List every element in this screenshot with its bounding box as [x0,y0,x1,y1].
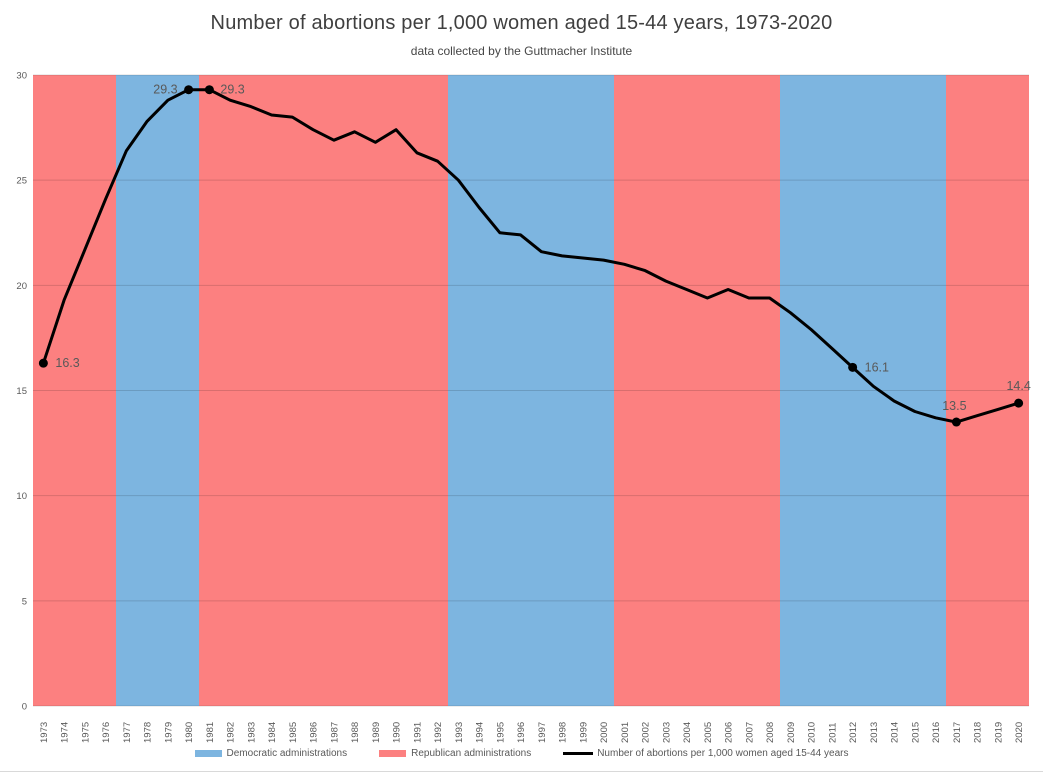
x-tick-label-2014: 2014 [890,722,901,743]
legend-item-2: Number of abortions per 1,000 women aged… [563,748,848,759]
x-tick-label-2001: 2001 [620,722,631,743]
band-republican-1981 [199,75,448,706]
legend-label-1: Republican administrations [411,748,532,759]
band-democratic-1977 [116,75,199,706]
y-tick-label-5: 5 [22,596,27,607]
x-tick-label-2017: 2017 [952,722,963,743]
data-label-2020: 14.4 [1006,379,1030,393]
chart-title: Number of abortions per 1,000 women aged… [210,12,833,34]
x-tick-label-1980: 1980 [184,722,195,743]
x-tick-label-2004: 2004 [682,722,693,743]
data-label-1973: 16.3 [55,356,79,370]
x-tick-label-2020: 2020 [1014,722,1025,743]
x-tick-label-1994: 1994 [475,722,486,743]
x-tick-label-2008: 2008 [765,722,776,743]
x-tick-label-2005: 2005 [703,722,714,743]
legend-swatch-republican [379,750,407,757]
x-tick-label-1997: 1997 [537,722,548,743]
x-tick-label-1989: 1989 [371,722,382,743]
band-republican-1973 [33,75,116,706]
x-tick-label-1973: 1973 [39,722,50,743]
x-tick-label-1996: 1996 [516,722,527,743]
legend-swatch-democratic [194,750,222,757]
x-tick-label-2007: 2007 [744,722,755,743]
x-tick-label-1982: 1982 [226,722,237,743]
data-point-2012 [848,362,858,372]
x-tick-label-1979: 1979 [163,722,174,743]
legend-label-0: Democratic administrations [226,748,348,759]
data-point-1973 [38,358,48,368]
y-tick-label-10: 10 [16,491,27,502]
x-tick-label-2012: 2012 [848,722,859,743]
data-label-2012: 16.1 [865,360,889,374]
data-point-1980 [184,85,194,95]
data-point-2020 [1014,398,1024,408]
legend-swatch-line [563,752,594,755]
x-tick-label-2013: 2013 [869,722,880,743]
x-tick-label-2010: 2010 [807,722,818,743]
bottom-divider [0,771,1043,772]
x-tick-label-1985: 1985 [288,722,299,743]
legend-item-0: Democratic administrations [194,748,348,759]
x-tick-label-1975: 1975 [80,722,91,743]
chart-legend: Democratic administrations Republican adm… [0,748,1043,759]
chart-subtitle: data collected by the Guttmacher Institu… [410,44,633,58]
data-label-1981: 29.3 [220,83,244,97]
x-tick-label-1995: 1995 [495,722,506,743]
data-label-2017: 13.5 [942,399,966,413]
data-point-1981 [204,85,214,95]
x-tick-label-2015: 2015 [910,722,921,743]
x-tick-label-2019: 2019 [993,722,1004,743]
x-tick-label-1974: 1974 [60,722,71,743]
x-tick-label-1990: 1990 [392,722,403,743]
x-tick-label-2003: 2003 [661,722,672,743]
x-tick-label-1981: 1981 [205,722,216,743]
x-tick-label-2009: 2009 [786,722,797,743]
y-tick-label-25: 25 [16,176,27,187]
x-tick-label-2018: 2018 [973,722,984,743]
legend-label-2: Number of abortions per 1,000 women aged… [597,748,849,759]
data-point-2017 [951,417,961,427]
y-tick-label-20: 20 [16,281,27,292]
x-tick-label-1977: 1977 [122,722,133,743]
x-tick-label-1999: 1999 [578,722,589,743]
x-tick-label-1976: 1976 [101,722,112,743]
x-tick-label-2016: 2016 [931,722,942,743]
x-tick-label-1986: 1986 [309,722,320,743]
band-democratic-1993 [448,75,614,706]
x-tick-label-2011: 2011 [827,723,838,743]
band-republican-2001 [614,75,780,706]
legend-item-1: Republican administrations [379,748,531,759]
x-tick-label-1987: 1987 [329,722,340,743]
x-tick-label-1983: 1983 [246,722,257,743]
x-tick-label-1992: 1992 [433,722,444,743]
band-democratic-2009 [780,75,946,706]
x-tick-label-1988: 1988 [350,722,361,743]
x-tick-label-1984: 1984 [267,722,278,743]
x-tick-label-1978: 1978 [143,722,154,743]
x-tick-label-1998: 1998 [558,722,569,743]
data-label-1980: 29.3 [153,83,177,97]
y-tick-label-15: 15 [16,386,27,397]
x-tick-label-2006: 2006 [724,722,735,743]
y-tick-label-30: 30 [16,71,27,82]
y-tick-label-0: 0 [22,702,27,713]
x-tick-label-1993: 1993 [454,722,465,743]
x-tick-label-2000: 2000 [599,722,610,743]
x-tick-label-2002: 2002 [641,722,652,743]
band-republican-2017 [946,75,1029,706]
x-tick-label-1991: 1991 [412,722,423,743]
